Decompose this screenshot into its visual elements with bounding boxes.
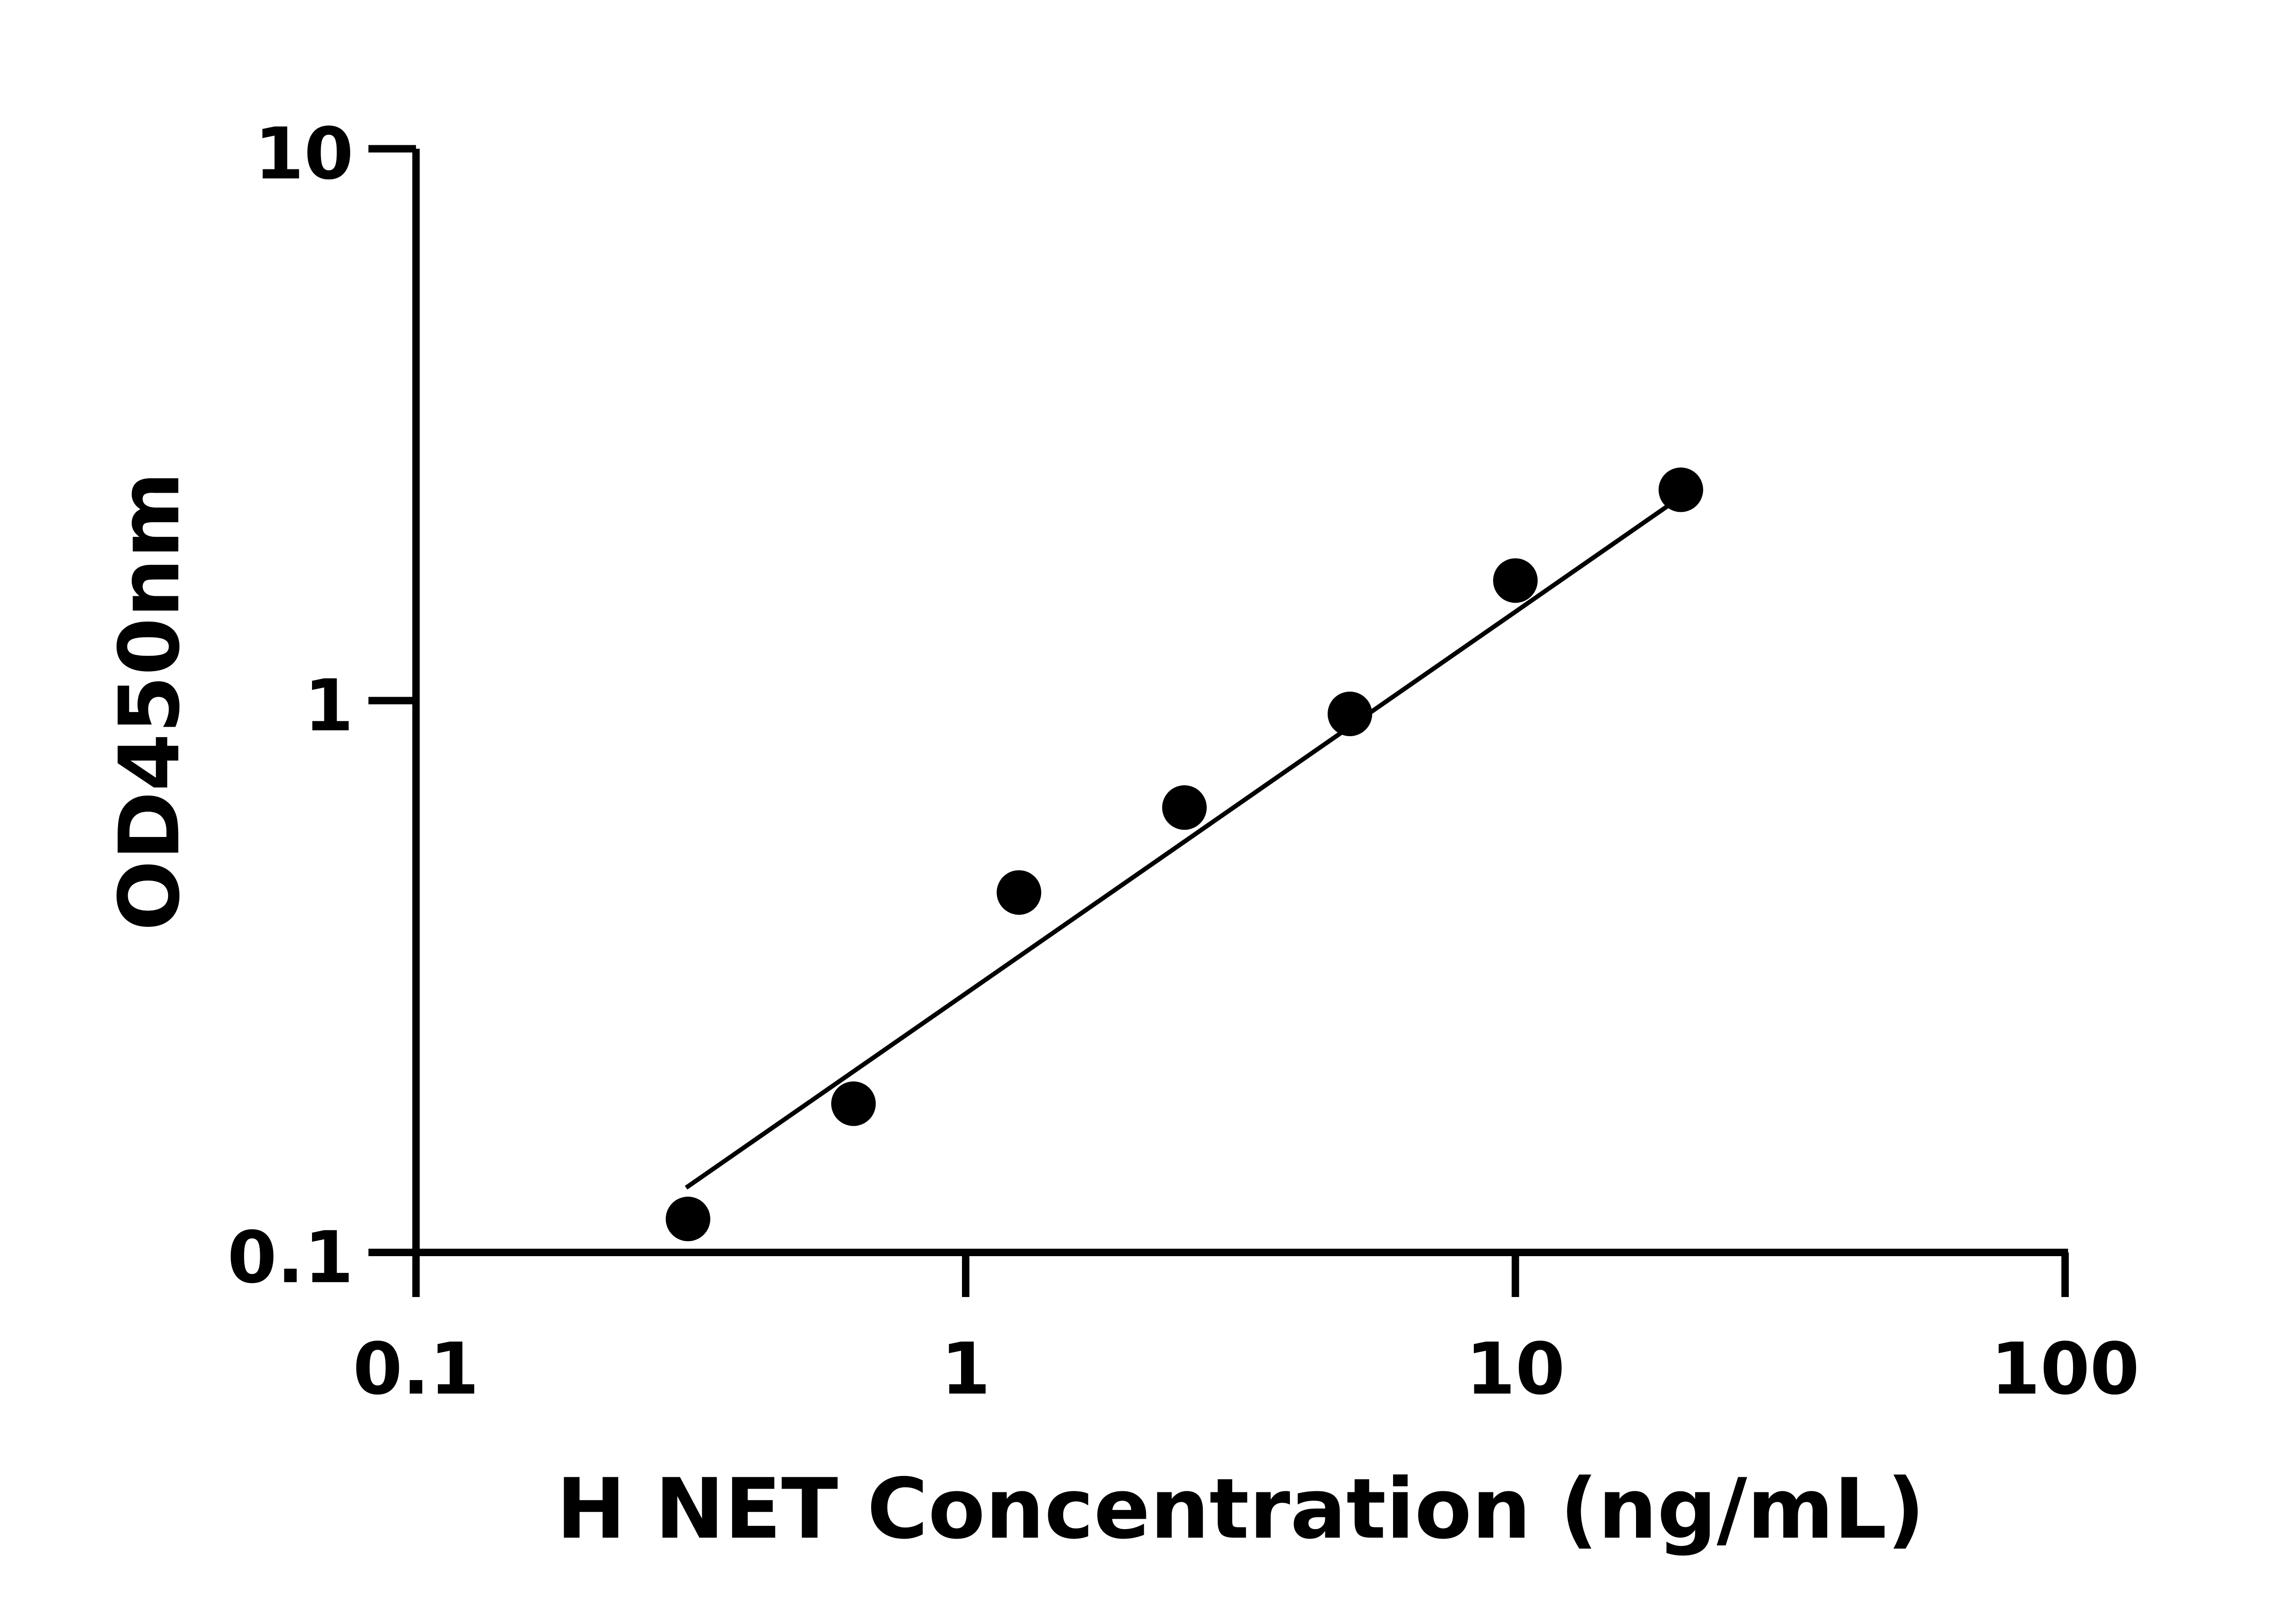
y-tick-label: 1: [304, 664, 353, 748]
x-tick-label: 100: [1991, 1328, 2140, 1411]
y-tick-label: 0.1: [227, 1216, 353, 1299]
axes: [412, 149, 2068, 1257]
y-tick-label: 10: [254, 113, 353, 196]
data-point: [1658, 467, 1703, 512]
data-point: [1493, 558, 1538, 603]
data-point: [1162, 785, 1207, 830]
x-axis-label: H NET Concentration (ng/mL): [556, 1461, 1925, 1558]
x-tick-label: 1: [941, 1328, 991, 1411]
y-axis-label: OD450nm: [102, 472, 198, 931]
x-tick-label: 10: [1466, 1328, 1565, 1411]
data-point: [1327, 691, 1373, 737]
x-tick-label: 0.1: [353, 1328, 479, 1411]
data-point: [831, 1081, 876, 1126]
fit-line: [684, 495, 1682, 1190]
data-point: [665, 1197, 710, 1242]
data-point: [997, 870, 1041, 915]
